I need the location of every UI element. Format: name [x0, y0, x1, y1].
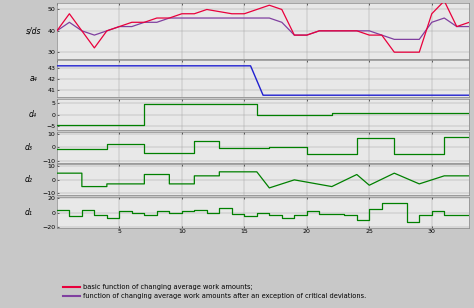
Y-axis label: d₄: d₄ — [28, 110, 36, 119]
Y-axis label: d₁: d₁ — [25, 208, 32, 217]
Y-axis label: d₂: d₂ — [25, 175, 33, 184]
Y-axis label: a₄: a₄ — [30, 75, 37, 83]
Y-axis label: d₃: d₃ — [25, 143, 33, 152]
Y-axis label: s/ds: s/ds — [26, 26, 42, 35]
Legend: basic function of changing average work amounts;, function of changing average w: basic function of changing average work … — [60, 282, 369, 302]
